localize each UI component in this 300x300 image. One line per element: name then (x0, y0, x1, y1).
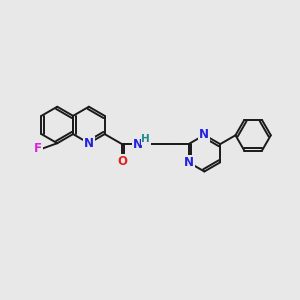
Text: N: N (200, 128, 209, 142)
Text: N: N (84, 137, 94, 150)
Text: N: N (133, 138, 143, 151)
Text: O: O (117, 155, 127, 168)
Text: H: H (142, 134, 150, 144)
Text: F: F (34, 142, 42, 155)
Text: N: N (184, 156, 194, 169)
